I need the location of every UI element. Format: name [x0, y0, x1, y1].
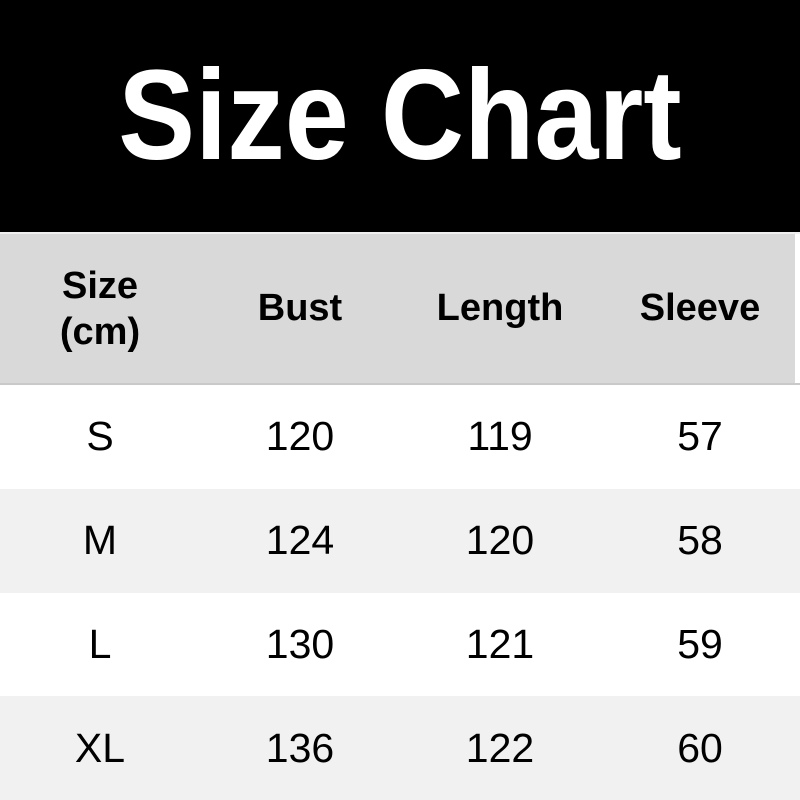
header-right-margin [795, 234, 800, 383]
column-header-size: Size (cm) [0, 263, 200, 355]
size-value: M [82, 517, 118, 564]
sleeve-value: 58 [677, 517, 723, 564]
table-row-m: M 124 120 58 [0, 488, 800, 593]
column-header-length: Length [436, 287, 564, 329]
sleeve-value: 59 [677, 620, 723, 667]
size-table: Size (cm) Bust Length Sleeve S 120 119 5… [0, 232, 800, 800]
bust-value: 136 [265, 724, 335, 771]
sleeve-value: 57 [677, 413, 723, 460]
column-header-size-unit: (cm) [59, 310, 141, 353]
column-header-size-label: Size [61, 264, 139, 307]
length-value: 120 [465, 517, 535, 564]
banner: Size Chart [0, 0, 800, 232]
bust-value: 130 [265, 620, 335, 667]
length-value: 119 [467, 413, 533, 460]
table-row-s: S 120 119 57 [0, 385, 800, 489]
length-value: 121 [465, 620, 535, 667]
bust-value: 120 [265, 413, 335, 460]
sleeve-value: 60 [677, 724, 723, 771]
table-row-xl: XL 136 122 60 [0, 696, 800, 800]
column-header-bust: Bust [257, 287, 343, 329]
size-value: XL [74, 724, 126, 771]
column-header-sleeve: Sleeve [639, 287, 761, 329]
page-title: Size Chart [118, 44, 682, 187]
table-row-l: L 130 121 59 [0, 592, 800, 697]
table-header-row: Size (cm) Bust Length Sleeve [0, 232, 800, 385]
size-value: L [88, 620, 112, 667]
length-value: 122 [465, 724, 535, 771]
size-value: S [86, 413, 114, 460]
bust-value: 124 [265, 517, 335, 564]
